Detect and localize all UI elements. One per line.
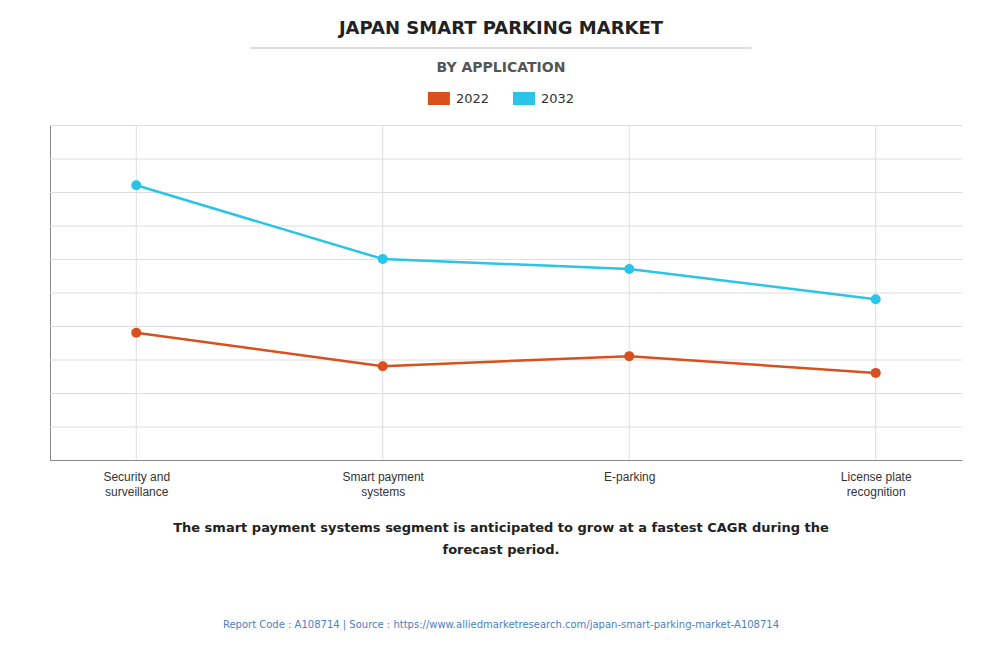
plot: Security andsurveillance Smart paymentsys… <box>50 125 963 499</box>
x-axis-line <box>51 460 963 461</box>
y-grid-line <box>50 393 962 394</box>
x-axis: Security andsurveillance Smart paymentsys… <box>51 461 963 500</box>
y-grid-line <box>50 192 962 193</box>
x-tick-label: License platerecognition <box>841 470 912 500</box>
point <box>131 180 141 190</box>
y-grid-line <box>50 259 962 260</box>
series-points <box>131 328 880 378</box>
legend-swatch <box>513 92 535 105</box>
subtitle: BY APPLICATION <box>437 59 566 75</box>
x-tick: E-parking <box>604 470 655 484</box>
y-grid-line <box>50 125 962 126</box>
y-tick <box>50 226 962 227</box>
marks <box>131 180 880 378</box>
y-axis <box>50 126 962 461</box>
y-axis-line <box>51 126 963 461</box>
legend-item: 2032 <box>513 91 574 106</box>
title: JAPAN SMART PARKING MARKET <box>337 17 664 38</box>
chart: JAPAN SMART PARKING MARKET BY APPLICATION… <box>0 0 1002 650</box>
legend: 2022 2032 <box>428 91 574 106</box>
x-tick-label-line: systems <box>361 485 405 499</box>
legend-swatch <box>428 92 450 105</box>
x-grid-line <box>629 125 630 460</box>
y-grid-line <box>50 159 962 160</box>
y-tick <box>50 393 962 394</box>
y-grid-line <box>50 226 962 227</box>
y-grid-line <box>50 427 962 428</box>
point <box>378 254 388 264</box>
y-tick <box>50 427 962 428</box>
x-grid <box>136 125 875 460</box>
x-tick-label: E-parking <box>604 470 655 484</box>
series-points <box>131 180 880 304</box>
point <box>378 361 388 371</box>
footer: Report Code : A108714 | Source : https:/… <box>223 619 779 631</box>
annotation: The smart payment systems segment is ant… <box>173 520 829 535</box>
x-tick: Security andsurveillance <box>103 470 170 500</box>
y-tick <box>50 326 962 327</box>
x-tick-label-line: License plate <box>841 470 912 484</box>
point <box>871 368 881 378</box>
y-tick <box>50 192 962 193</box>
legend-label: 2032 <box>541 91 574 106</box>
series-line <box>136 185 875 299</box>
x-tick-label: Smart paymentsystems <box>343 470 425 500</box>
annotation: forecast period. <box>443 542 560 557</box>
x-grid-line <box>382 125 383 460</box>
legend-label: 2022 <box>456 91 489 106</box>
y-tick <box>50 125 962 126</box>
x-tick: License platerecognition <box>841 470 912 500</box>
y-grid-line <box>50 326 962 327</box>
x-tick-label: Security andsurveillance <box>103 470 170 500</box>
separator <box>251 48 752 49</box>
x-tick: Smart paymentsystems <box>343 470 425 500</box>
point <box>624 351 634 361</box>
x-tick-label-line: surveillance <box>105 485 169 499</box>
x-tick-label-line: Security and <box>103 470 170 484</box>
point <box>624 264 634 274</box>
x-tick-label-line: recognition <box>847 485 906 499</box>
point <box>871 294 881 304</box>
x-grid-line <box>875 125 876 460</box>
point <box>131 328 141 338</box>
legend-item: 2022 <box>428 91 489 106</box>
y-tick <box>50 259 962 260</box>
x-tick-label-line: E-parking <box>604 470 655 484</box>
y-tick <box>50 159 962 160</box>
x-grid-line <box>136 125 137 460</box>
series-line <box>136 333 875 373</box>
x-tick-label-line: Smart payment <box>343 470 425 484</box>
